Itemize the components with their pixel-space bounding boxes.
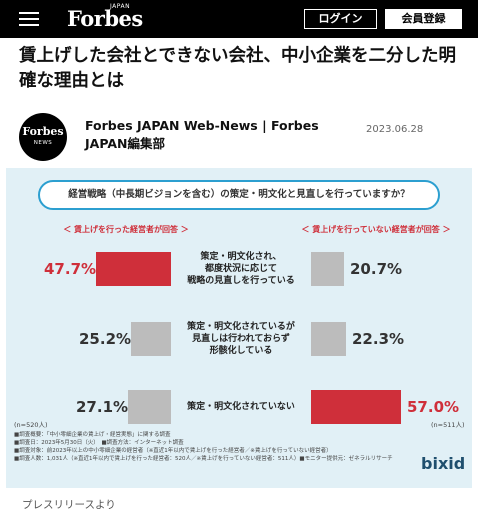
bar-left <box>128 390 171 424</box>
survey-question: 経営戦略（中長期ビジョンを含む）の策定・明文化と見直しを行っていますか？ <box>38 180 440 210</box>
bixid-logo: bixid <box>421 454 466 473</box>
top-navigation-bar: Forbes JAPAN ログイン 会員登録 <box>0 0 478 38</box>
value-left: 47.7% <box>44 260 97 278</box>
login-button[interactable]: ログイン <box>304 9 377 29</box>
bar-right <box>311 252 344 286</box>
survey-note-line: ■調査概要：「中小零細企業の賃上げ・経営実態」に関する調査 <box>14 432 171 438</box>
publish-date: 2023.06.28 <box>366 124 424 135</box>
author-name[interactable]: Forbes JAPAN Web-News | Forbes JAPAN編集部 <box>85 118 319 151</box>
sample-size-right: (n=511人) <box>431 421 465 429</box>
author-avatar[interactable]: Forbes NEWS <box>19 113 67 161</box>
avatar-brand-text: Forbes <box>22 125 64 138</box>
forbes-logo[interactable]: Forbes <box>67 6 143 31</box>
value-left: 27.1% <box>76 398 129 416</box>
survey-note-line: ■調査対象：前2023年以上の中小零細企業の経営者（※直近1年以内で賃上げを行っ… <box>14 448 332 454</box>
survey-note-line: ■調査日：2023年5月30日（火） ■調査方法：インターネット調査 <box>14 440 184 446</box>
hamburger-menu-icon[interactable] <box>19 11 39 27</box>
row-label: 策定・明文化されているが 見直しは行われておらず 形骸化している <box>187 322 295 356</box>
bar-right <box>311 322 346 356</box>
value-right: 20.7% <box>350 260 403 278</box>
article-title: 賃上げした会社とできない会社、中小企業を二分した明確な理由とは <box>19 46 456 91</box>
bar-right <box>311 390 401 424</box>
bar-left <box>131 322 171 356</box>
survey-note-line: ■調査人数：1,031人（※直近1年以内で賃上げを行った経営者：520人／※賃上… <box>14 456 393 462</box>
sample-size-left: (n=520人) <box>14 421 48 429</box>
survey-notes: ■調査概要：「中小零細企業の賃上げ・経営実態」に関する調査 ■調査日：2023年… <box>14 431 414 463</box>
avatar-news-text: NEWS <box>33 140 53 146</box>
article-infographic: 経営戦略（中長期ビジョンを含む）の策定・明文化と見直しを行っていますか？ ＜ 賃… <box>6 168 472 488</box>
signup-button[interactable]: 会員登録 <box>385 9 462 29</box>
row-label: 策定・明文化されていない <box>187 402 295 412</box>
row-label: 策定・明文化され、 都度状況に応じて 戦略の見直しを行っている <box>187 252 295 286</box>
bar-left <box>96 252 171 286</box>
group-label-no-raise: ＜ 賃上げを行っていない経営者が回答 ＞ <box>301 225 451 234</box>
image-caption: プレスリリースより <box>22 499 116 511</box>
value-right: 22.3% <box>352 330 405 348</box>
group-label-raised-wages: ＜ 賃上げを行った経営者が回答 ＞ <box>63 225 189 234</box>
value-right: 57.0% <box>407 398 460 416</box>
forbes-logo-japan: JAPAN <box>110 3 131 10</box>
value-left: 25.2% <box>79 330 132 348</box>
